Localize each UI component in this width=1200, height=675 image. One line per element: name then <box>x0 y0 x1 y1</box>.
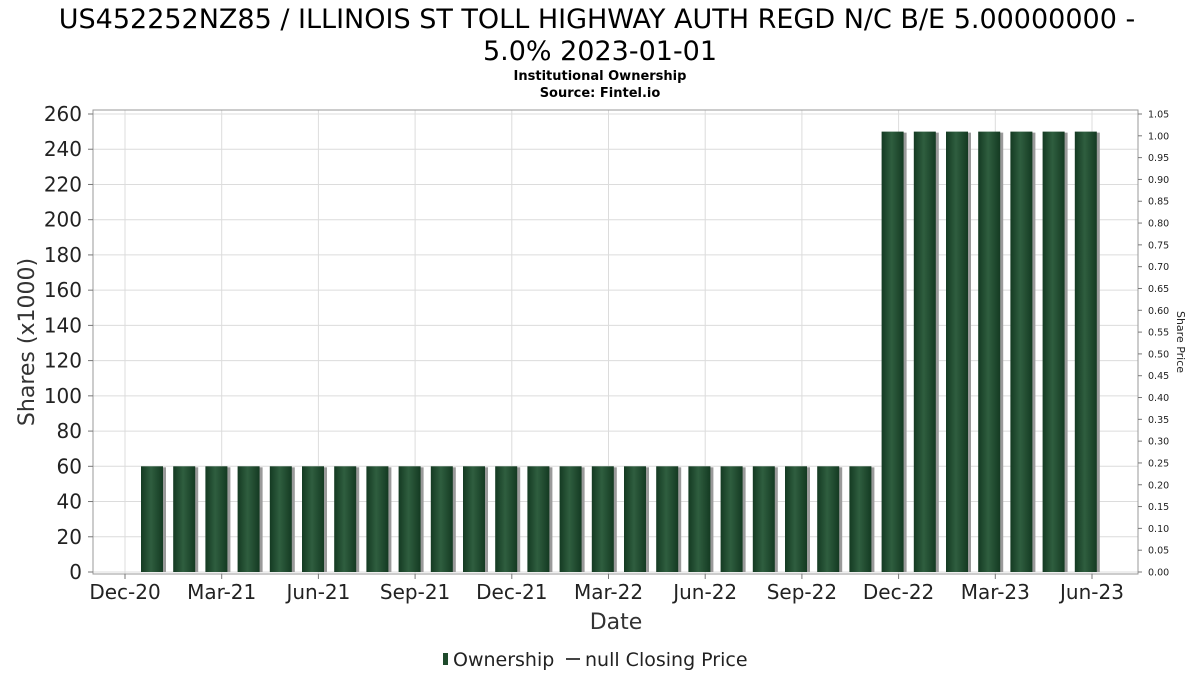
y2-tick-label: 0.70 <box>1148 262 1169 273</box>
y2-tick-label: 0.75 <box>1148 240 1169 251</box>
y-tick-label: 260 <box>44 102 82 126</box>
y2-axis-ticks: 0.00 0.05 0.10 0.15 0.20 0.25 0.30 0.35 0.40 0.45… <box>1138 110 1169 579</box>
chart-subtitle: Institutional Ownership <box>514 69 687 84</box>
y-axis-ticks: 0 20 40 60 80 100 120 140 160 180 200 220 240 260 <box>44 102 93 584</box>
chart-title-line-1: US452252NZ85 / ILLINOIS ST TOLL HIGHWAY … <box>59 4 1135 35</box>
y2-tick-label: 1.05 <box>1148 110 1169 121</box>
y-tick-label: 180 <box>44 243 82 267</box>
ownership-bar <box>720 466 743 572</box>
y2-tick-label: 0.50 <box>1148 349 1169 360</box>
ownership-bar <box>269 466 292 572</box>
y2-tick-label: 0.25 <box>1148 458 1169 469</box>
ownership-bar <box>237 466 260 572</box>
x-tick-label: Mar-21 <box>187 580 256 604</box>
plot-area-border <box>92 109 1139 575</box>
y2-tick-label: 0.65 <box>1148 284 1169 295</box>
y-tick-label: 240 <box>44 137 82 161</box>
ownership-bar <box>1010 131 1033 572</box>
y2-tick-label: 0.05 <box>1148 546 1169 557</box>
y2-tick-label: 0.45 <box>1148 371 1169 382</box>
ownership-bar <box>849 466 872 572</box>
x-axis-ticks: Dec-20 Mar-21 Jun-21 Sep-21 Dec-21 Mar-22 Jun-… <box>89 574 1124 604</box>
y-tick-label: 80 <box>57 419 82 443</box>
ownership-bar <box>688 466 711 572</box>
y-tick-label: 160 <box>44 278 82 302</box>
y-tick-label: 20 <box>57 525 82 549</box>
ownership-bar <box>334 466 357 572</box>
ownership-bar <box>752 466 775 572</box>
x-tick-label: Mar-23 <box>961 580 1030 604</box>
y2-tick-label: 0.00 <box>1148 568 1169 579</box>
ownership-bar <box>430 466 453 572</box>
y-tick-label: 140 <box>44 313 82 337</box>
y2-tick-label: 0.95 <box>1148 153 1169 164</box>
ownership-bars <box>141 131 1100 572</box>
ownership-bar <box>463 466 485 572</box>
x-tick-label: Jun-23 <box>1058 580 1124 604</box>
y-tick-label: 120 <box>44 349 82 373</box>
y2-tick-label: 0.20 <box>1148 480 1169 491</box>
x-tick-label: Sep-21 <box>380 580 450 604</box>
x-tick-label: Dec-22 <box>863 580 934 604</box>
ownership-bar <box>173 466 196 572</box>
y2-axis-label: Share Price <box>1174 311 1187 373</box>
chart-source: Source: Fintel.io <box>540 86 661 101</box>
x-tick-label: Jun-21 <box>284 580 350 604</box>
x-tick-label: Dec-21 <box>476 580 547 604</box>
ownership-bar <box>1042 131 1065 572</box>
y2-tick-label: 1.00 <box>1148 131 1169 142</box>
x-tick-label: Jun-22 <box>671 580 737 604</box>
y2-tick-label: 0.15 <box>1148 502 1169 513</box>
y2-tick-label: 0.40 <box>1148 393 1169 404</box>
ownership-bar <box>881 131 904 572</box>
ownership-bar <box>946 131 968 572</box>
ownership-bar <box>817 466 840 572</box>
legend-ownership-label: Ownership <box>453 649 554 671</box>
ownership-bar <box>205 466 228 572</box>
y-tick-label: 100 <box>44 384 82 408</box>
ownership-bar <box>366 466 389 572</box>
y-tick-label: 220 <box>44 172 82 196</box>
ownership-bar <box>913 131 936 572</box>
ownership-bar <box>591 466 614 572</box>
ownership-bar <box>785 466 807 572</box>
ownership-bar <box>527 466 550 572</box>
y-tick-label: 200 <box>44 208 82 232</box>
ownership-bar <box>398 466 421 572</box>
ownership-bar <box>559 466 582 572</box>
chart-title-line-2: 5.0% 2023-01-01 <box>483 36 717 67</box>
y2-tick-label: 0.80 <box>1148 219 1169 230</box>
ownership-bar <box>495 466 518 572</box>
y2-tick-label: 0.30 <box>1148 437 1169 448</box>
y-tick-label: 40 <box>57 490 82 514</box>
y2-tick-label: 0.90 <box>1148 175 1169 186</box>
x-tick-label: Mar-22 <box>574 580 643 604</box>
ownership-bar <box>624 466 646 572</box>
y2-tick-label: 0.60 <box>1148 306 1169 317</box>
ownership-bar <box>978 131 1001 572</box>
y-tick-label: 60 <box>57 454 82 478</box>
y2-tick-label: 0.35 <box>1148 415 1169 426</box>
x-axis-label: Date <box>590 610 643 635</box>
ownership-bar <box>302 466 324 572</box>
y2-tick-label: 0.85 <box>1148 197 1169 208</box>
ownership-bar <box>656 466 679 572</box>
ownership-bar <box>141 466 163 572</box>
x-tick-label: Dec-20 <box>89 580 160 604</box>
x-tick-label: Sep-22 <box>767 580 837 604</box>
ownership-bar <box>1074 131 1097 572</box>
legend-closing-price-label: null Closing Price <box>585 649 748 671</box>
y-tick-label: 0 <box>69 560 82 584</box>
y-axis-label: Shares (x1000) <box>15 258 40 426</box>
legend-ownership-marker <box>443 653 448 665</box>
y2-tick-label: 0.55 <box>1148 328 1169 339</box>
y2-tick-label: 0.10 <box>1148 524 1169 535</box>
legend: Ownership null Closing Price <box>443 649 748 671</box>
